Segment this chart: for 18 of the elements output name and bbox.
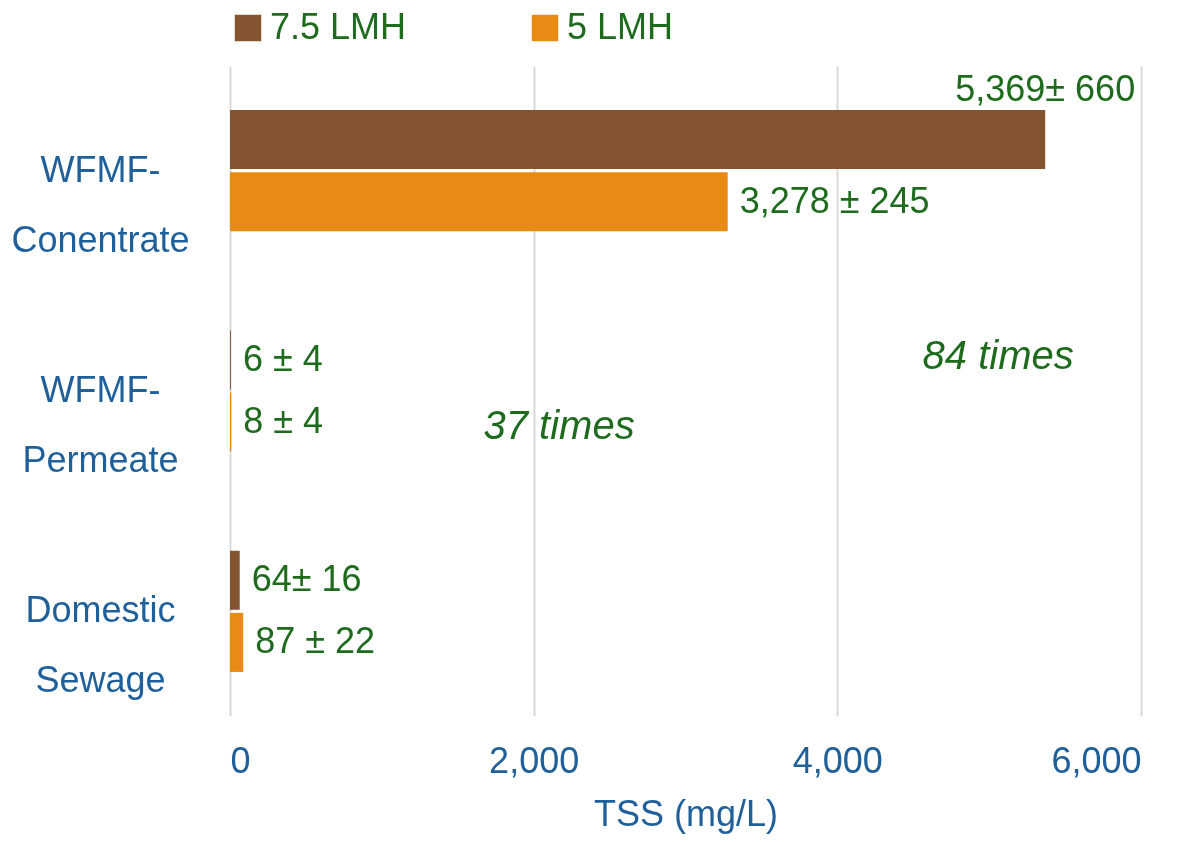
x-tick-label: 2,000 [489,739,580,781]
data-label: 5,369± 660 [955,67,1136,109]
data-label: 87 ± 22 [255,620,376,662]
data-label: 8 ± 4 [243,400,324,442]
y-tick-label: WFMF- Permeate [22,369,179,480]
y-tick-label: WFMF- Conentrate [11,148,190,260]
annotation: 84 times [922,333,1074,377]
data-label: 3,278 ± 245 [739,179,930,221]
annotation: 37 times [483,402,635,447]
x-tick-label: 0 [230,739,251,781]
x-axis-title: TSS (mg/L) [593,792,779,834]
y-tick-label: Domestic Sewage [25,589,176,701]
x-tick-label: 6,000 [1051,739,1142,781]
x-tick-label: 4,000 [792,739,883,781]
legend-label: 7.5 LMH [270,6,407,47]
data-label: 64± 16 [251,558,362,600]
data-label: 6 ± 4 [242,337,323,379]
legend-label: 5 LMH [567,6,674,47]
